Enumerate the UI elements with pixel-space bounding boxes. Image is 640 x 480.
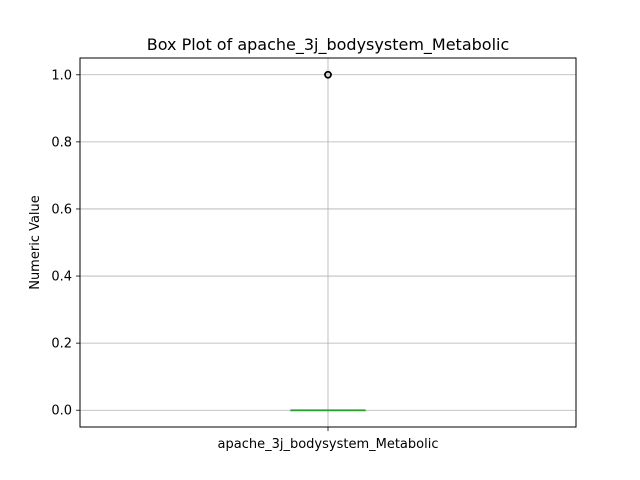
axis-ticks: 0.0 0.2 0.4 0.6 0.8 1.0 apache_3j_bodysystem_M…: [51, 68, 438, 452]
grid-lines: [80, 58, 576, 427]
y-tick-label: 0.4: [51, 270, 72, 285]
x-tick-label: apache_3j_bodysystem_Metabolic: [218, 437, 439, 452]
y-tick-label: 0.6: [51, 202, 72, 217]
y-axis-label: Numeric Value: [28, 195, 43, 290]
y-tick-label: 0.8: [51, 135, 72, 150]
outlier-point: [324, 70, 332, 79]
chart-title: Box Plot of apache_3j_bodysystem_Metabol…: [147, 35, 510, 55]
y-tick-label: 0.2: [51, 337, 72, 352]
box-plot-marks: [290, 70, 366, 412]
y-tick-label: 1.0: [51, 68, 72, 83]
y-tick-label: 0.0: [51, 404, 72, 419]
